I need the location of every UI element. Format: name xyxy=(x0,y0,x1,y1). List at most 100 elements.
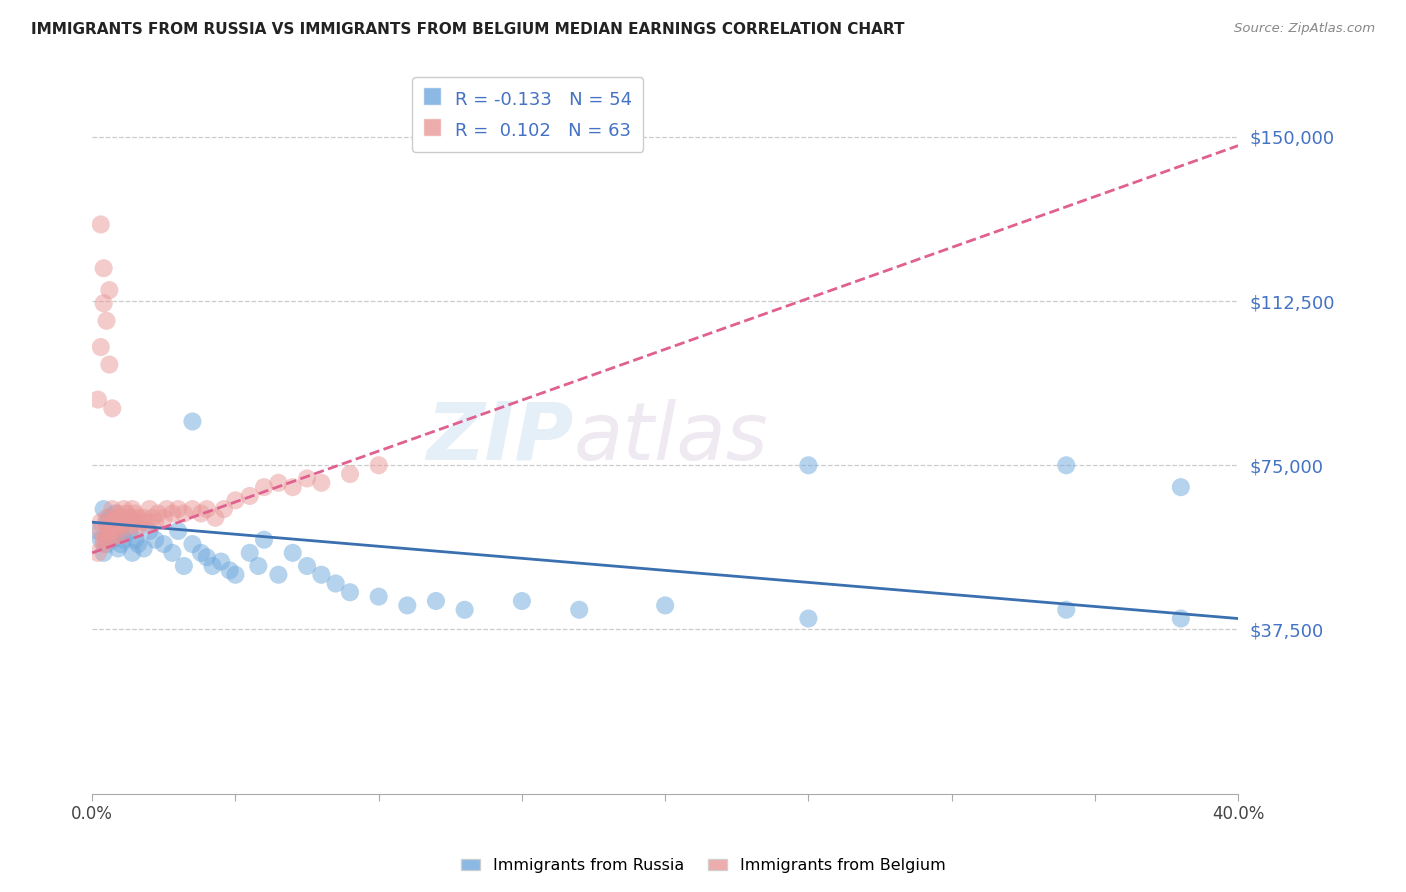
Point xyxy=(212,502,235,516)
Point xyxy=(167,502,190,516)
Point xyxy=(195,502,218,516)
Point xyxy=(121,502,143,516)
Point xyxy=(101,524,124,538)
Point xyxy=(190,546,212,560)
Point xyxy=(101,533,124,547)
Point xyxy=(127,511,149,525)
Point xyxy=(90,515,112,529)
Point xyxy=(121,511,143,525)
Point xyxy=(107,507,129,521)
Point xyxy=(118,524,141,538)
Point xyxy=(96,537,118,551)
Point xyxy=(101,401,124,416)
Point xyxy=(98,515,121,529)
Point xyxy=(127,519,149,533)
Point xyxy=(367,458,389,473)
Point xyxy=(98,533,121,547)
Point xyxy=(173,507,195,521)
Point xyxy=(98,524,121,538)
Point xyxy=(1170,480,1192,494)
Point xyxy=(138,524,160,538)
Point xyxy=(339,467,361,481)
Point xyxy=(127,537,149,551)
Point xyxy=(129,515,152,529)
Point xyxy=(325,576,347,591)
Point xyxy=(96,533,118,547)
Text: atlas: atlas xyxy=(574,399,768,477)
Point xyxy=(90,218,112,232)
Point xyxy=(204,511,226,525)
Point xyxy=(96,314,118,328)
Point xyxy=(568,603,591,617)
Point xyxy=(104,519,127,533)
Point xyxy=(167,524,190,538)
Point xyxy=(135,515,157,529)
Point xyxy=(267,475,290,490)
Point xyxy=(253,533,276,547)
Text: Source: ZipAtlas.com: Source: ZipAtlas.com xyxy=(1234,22,1375,36)
Point xyxy=(104,507,127,521)
Point xyxy=(453,603,475,617)
Point xyxy=(209,555,232,569)
Point xyxy=(146,507,169,521)
Point xyxy=(104,528,127,542)
Point xyxy=(93,537,115,551)
Point xyxy=(181,415,204,429)
Point xyxy=(797,458,820,473)
Point xyxy=(425,594,447,608)
Point xyxy=(124,515,146,529)
Point xyxy=(107,515,129,529)
Point xyxy=(101,502,124,516)
Point xyxy=(121,546,143,560)
Point xyxy=(339,585,361,599)
Point xyxy=(93,546,115,560)
Point xyxy=(110,519,132,533)
Point xyxy=(87,524,110,538)
Point xyxy=(101,519,124,533)
Point xyxy=(90,524,112,538)
Point xyxy=(98,358,121,372)
Point xyxy=(797,611,820,625)
Point xyxy=(195,550,218,565)
Legend: R = -0.133   N = 54, R =  0.102   N = 63: R = -0.133 N = 54, R = 0.102 N = 63 xyxy=(412,77,644,152)
Point xyxy=(110,524,132,538)
Point xyxy=(247,559,270,574)
Point xyxy=(143,533,166,547)
Point xyxy=(124,533,146,547)
Point xyxy=(153,511,176,525)
Text: ZIP: ZIP xyxy=(426,399,574,477)
Point xyxy=(132,511,155,525)
Point xyxy=(104,528,127,542)
Point xyxy=(281,546,304,560)
Point xyxy=(112,533,135,547)
Legend: Immigrants from Russia, Immigrants from Belgium: Immigrants from Russia, Immigrants from … xyxy=(454,852,952,880)
Point xyxy=(93,261,115,276)
Point xyxy=(311,567,333,582)
Point xyxy=(115,515,138,529)
Point xyxy=(162,507,184,521)
Point xyxy=(311,475,333,490)
Point xyxy=(181,537,204,551)
Point xyxy=(98,511,121,525)
Point xyxy=(1170,611,1192,625)
Point xyxy=(132,541,155,556)
Point xyxy=(110,511,132,525)
Point xyxy=(118,519,141,533)
Point xyxy=(112,515,135,529)
Point xyxy=(124,507,146,521)
Point xyxy=(107,541,129,556)
Point xyxy=(156,502,179,516)
Point xyxy=(267,567,290,582)
Point xyxy=(190,507,212,521)
Point xyxy=(87,546,110,560)
Point xyxy=(118,511,141,525)
Point xyxy=(239,489,262,503)
Point xyxy=(1054,458,1077,473)
Point xyxy=(93,533,115,547)
Point xyxy=(201,559,224,574)
Point xyxy=(141,511,163,525)
Point xyxy=(218,563,240,577)
Point xyxy=(104,511,127,525)
Point xyxy=(239,546,262,560)
Point xyxy=(112,502,135,516)
